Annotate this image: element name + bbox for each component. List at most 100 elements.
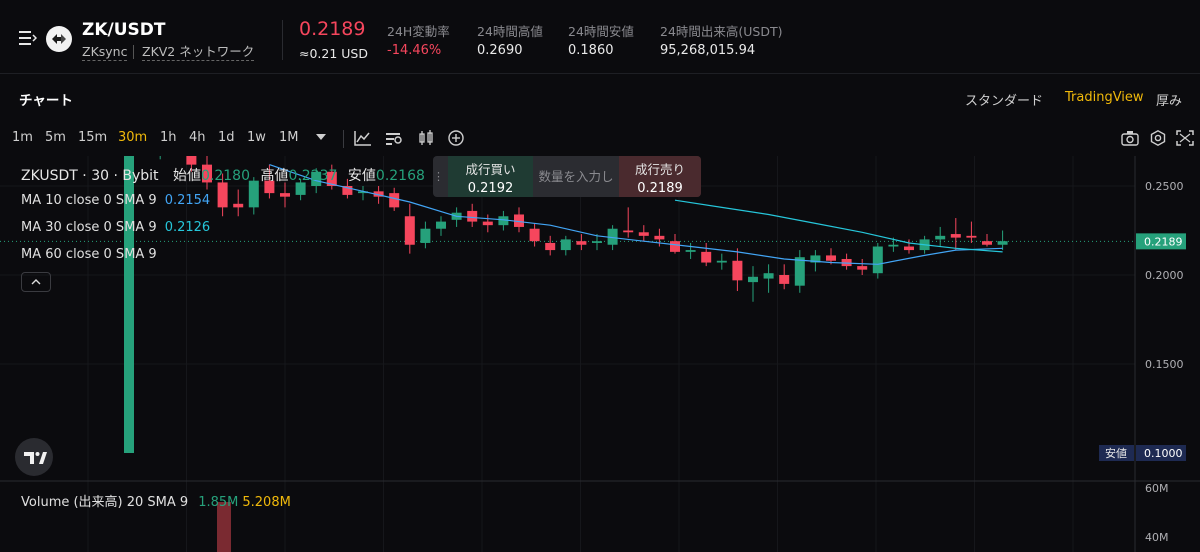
volume-label: Volume (出来高) 20 SMA 9	[21, 495, 189, 510]
timeframe-1h[interactable]: 1h	[160, 130, 177, 145]
tradingview-logo-icon[interactable]	[15, 438, 53, 476]
stat-label-1: 24時間高値	[477, 24, 543, 39]
legend-collapse-button[interactable]	[21, 272, 51, 292]
timeframe-1d[interactable]: 1d	[218, 130, 235, 145]
candle-body	[529, 228, 540, 242]
tag-divider	[133, 45, 134, 59]
timeframe-15m[interactable]: 15m	[78, 130, 108, 145]
legend-open-value: 0.2180	[201, 168, 250, 184]
market-header: ZK/USDT ZKsync ZKV2 ネットワーク 0.2189 ≈0.21 …	[0, 0, 1200, 74]
view-standard[interactable]: スタンダード	[965, 94, 1044, 109]
candle-body	[436, 221, 446, 229]
drag-handle-icon[interactable]: ⋮⋮	[433, 170, 455, 183]
ma10-value: 0.2154	[164, 193, 211, 208]
ma60-label: MA 60 close 0 SMA 9	[21, 247, 157, 262]
candle-body	[748, 276, 758, 283]
network-tag-zksync[interactable]: ZKsync	[82, 44, 128, 61]
candle-body	[904, 246, 914, 251]
quick-trade-panel: ⋮⋮ 成行買い 0.2192 数量を入力し 成行売り 0.2189	[433, 156, 701, 197]
candle-body	[623, 230, 634, 233]
market-sell-label: 成行売り	[634, 162, 685, 177]
candle-body	[857, 266, 868, 270]
camera-icon[interactable]	[1121, 130, 1139, 146]
candle-body	[389, 193, 400, 208]
chart-tab-row: チャート スタンダード TradingView 厚み	[0, 75, 1200, 119]
timeframe-1m[interactable]: 1m	[12, 130, 33, 145]
view-depth[interactable]: 厚み	[1156, 94, 1183, 109]
legend-open-label: 始値	[173, 168, 201, 184]
market-buy-button[interactable]: 成行買い 0.2192	[448, 156, 533, 197]
candle-body	[280, 193, 290, 197]
candle-body	[233, 203, 244, 208]
menu-icon[interactable]	[19, 31, 37, 45]
candle-body	[810, 255, 821, 263]
add-icon[interactable]	[447, 130, 465, 146]
indicator-icon[interactable]	[354, 130, 372, 146]
market-buy-label: 成行買い	[465, 162, 516, 177]
candle-body	[654, 235, 665, 240]
market-sell-price: 0.2189	[637, 181, 683, 196]
price-tick-label: 0.1500	[1145, 358, 1184, 371]
candle-body	[716, 260, 727, 263]
candle-body	[498, 216, 509, 226]
ma10-legend: MA 10 close 0 SMA 9 0.2154	[21, 193, 210, 208]
quantity-input[interactable]: 数量を入力し	[538, 169, 614, 184]
legend-symbol: ZKUSDT · 30 · Bybit	[21, 168, 159, 184]
chart-area[interactable]: 0.35000.30000.25000.20000.1500高値0.4000安値…	[0, 156, 1200, 552]
volume-sma-value: 5.208M	[242, 495, 291, 510]
candle-body	[373, 191, 384, 197]
timeframe-1w[interactable]: 1w	[247, 130, 266, 145]
ma30-value: 0.2126	[164, 220, 211, 235]
toolbar-divider	[343, 130, 344, 148]
candle-body	[872, 246, 883, 274]
timeframe-30m[interactable]: 30m	[118, 130, 148, 145]
candle-body	[997, 241, 1008, 245]
candle-body	[420, 228, 431, 243]
legend-low-label: 安値	[347, 168, 376, 184]
legend-high-value: 0.2237	[288, 168, 338, 184]
candle-body	[935, 235, 946, 240]
network-tag-zkv2[interactable]: ZKV2 ネットワーク	[142, 44, 255, 61]
volume-value: 1.85M	[198, 495, 239, 510]
market-sell-button[interactable]: 成行売り 0.2189	[619, 156, 701, 197]
pair-title[interactable]: ZK/USDT	[82, 20, 166, 40]
stat-label-2: 24時間安値	[568, 24, 634, 39]
legend-high-label: 高値	[260, 168, 289, 184]
candle-body	[467, 210, 478, 222]
zk-coin-icon	[46, 26, 72, 52]
stat-value-0: -14.46%	[387, 43, 442, 58]
candle-body	[514, 214, 524, 227]
caret-down-icon[interactable]	[316, 133, 326, 141]
candle-body	[670, 241, 680, 252]
timeframe-5m[interactable]: 5m	[45, 130, 66, 145]
candle-body	[982, 241, 992, 245]
last-price-badge-bg	[1136, 233, 1186, 250]
price-tick-label: 0.2000	[1145, 269, 1184, 282]
candle-body	[560, 239, 571, 251]
chevron-up-icon	[31, 279, 41, 285]
timeframe-1M[interactable]: 1M	[279, 130, 299, 145]
candle-body	[576, 241, 587, 245]
last-price: 0.2189	[299, 18, 366, 40]
candle-body	[342, 186, 353, 195]
candle-body	[186, 156, 197, 165]
ma30-legend: MA 30 close 0 SMA 9 0.2126	[21, 220, 210, 235]
settings-icon[interactable]	[1149, 130, 1167, 146]
fullscreen-icon[interactable]	[1176, 130, 1194, 146]
view-tradingview[interactable]: TradingView	[1065, 90, 1144, 105]
timeframe-4h[interactable]: 4h	[189, 130, 206, 145]
ma10-label: MA 10 close 0 SMA 9	[21, 193, 157, 208]
candle-type-icon[interactable]	[417, 130, 435, 146]
volume-tick-label: 40M	[1145, 531, 1169, 544]
candlestick-chart[interactable]: 0.35000.30000.25000.20000.1500高値0.4000安値…	[0, 156, 1200, 552]
low-badge-value-bg	[1136, 445, 1186, 461]
candle-body	[950, 234, 961, 238]
tab-chart[interactable]: チャート	[19, 93, 73, 109]
stat-value-3: 95,268,015.94	[660, 43, 756, 58]
chart-style-icon[interactable]	[385, 130, 403, 146]
last-price-badge: 0.2189	[1144, 235, 1183, 248]
candle-body	[701, 251, 712, 263]
candle-body	[358, 191, 368, 194]
candle-body	[685, 250, 696, 252]
ma60-legend: MA 60 close 0 SMA 9	[21, 247, 165, 262]
